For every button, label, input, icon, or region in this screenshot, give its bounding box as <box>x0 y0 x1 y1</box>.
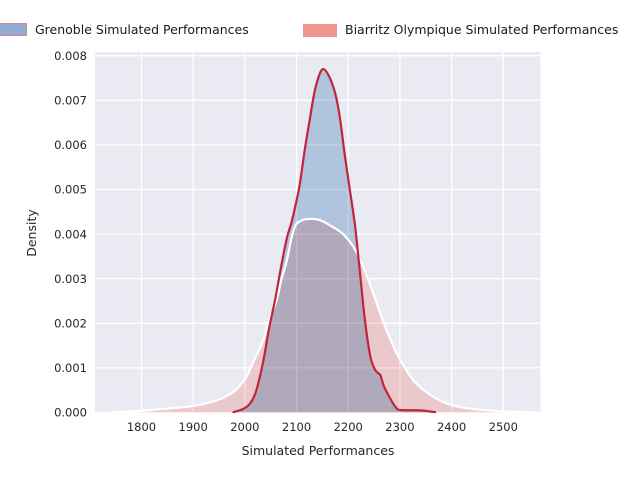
y-tick-label: 0.002 <box>54 317 87 331</box>
x-tick-label: 2500 <box>489 420 518 434</box>
y-tick-label: 0.005 <box>54 183 87 197</box>
grenoble-legend-swatch <box>0 23 27 36</box>
x-tick-label: 2200 <box>334 420 363 434</box>
grenoble-density-fill <box>233 69 436 413</box>
y-axis-label: Density <box>24 209 39 257</box>
y-tick-label: 0.000 <box>54 406 87 420</box>
x-tick-label: 2000 <box>230 420 259 434</box>
y-tick-label: 0.001 <box>54 361 87 375</box>
x-tick-label: 2100 <box>282 420 311 434</box>
x-tick-label: 1900 <box>179 420 208 434</box>
biarritz-legend-label: Biarritz Olympique Simulated Performance… <box>345 22 619 37</box>
grenoble-density-line <box>232 67 437 414</box>
x-tick-label: 2400 <box>437 420 466 434</box>
x-tick-label: 2300 <box>385 420 414 434</box>
grenoble-legend-label: Grenoble Simulated Performances <box>35 22 249 37</box>
y-tick-label: 0.007 <box>54 94 87 108</box>
y-tick-label: 0.006 <box>54 138 87 152</box>
x-tick-label: 1800 <box>127 420 156 434</box>
y-tick-label: 0.004 <box>54 227 87 241</box>
biarritz-density-line <box>111 217 537 414</box>
plot-area <box>95 52 541 414</box>
x-axis-label: Simulated Performances <box>241 443 395 458</box>
biarritz-legend-swatch <box>303 23 337 37</box>
tick-labels: 1800 1900 2000 2100 2200 2300 2400 2500 0.000 0.0… <box>54 49 518 434</box>
y-tick-label: 0.008 <box>54 49 87 63</box>
y-tick-label: 0.003 <box>54 272 87 286</box>
